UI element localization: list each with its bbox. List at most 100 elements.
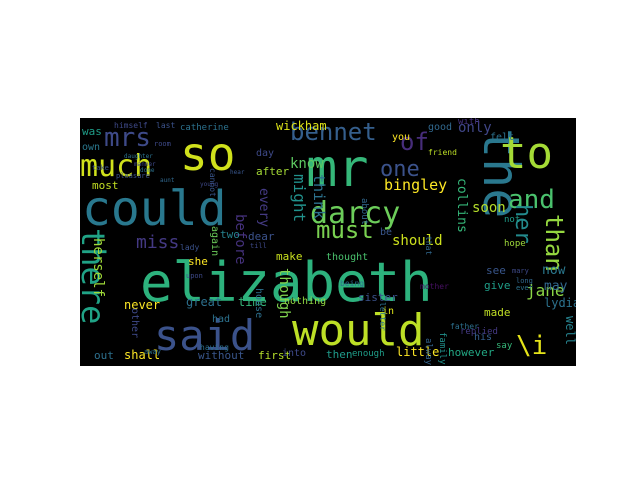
word-friend: friend (428, 148, 457, 157)
word-bennet: bennet (290, 118, 377, 146)
word-be: be (380, 227, 392, 238)
word-know: know (290, 156, 324, 172)
word-see: see (486, 264, 506, 277)
word-never: never (124, 298, 160, 312)
word-aunt: aunt (160, 177, 175, 184)
word-though: though (276, 268, 292, 319)
word-pleasure: pleasure (116, 172, 150, 180)
word-having: having (200, 343, 229, 352)
word-her: her (510, 204, 535, 244)
word-think: think (310, 174, 328, 219)
word-out: out (94, 349, 114, 362)
word-jane: jane (526, 281, 565, 300)
word-father: father (450, 322, 479, 331)
word-thought: thought (326, 252, 368, 263)
word-had: had (212, 314, 230, 325)
word-good: good (428, 122, 452, 133)
word-hear: hear (230, 169, 245, 176)
word-now: now (542, 263, 566, 278)
word-of: of (400, 128, 429, 156)
word-i: \i (516, 331, 547, 361)
word-always: always (423, 338, 433, 366)
word-away: away (144, 348, 161, 356)
word-wickham: wickham (276, 119, 327, 133)
word-only: only (458, 120, 492, 136)
word-letter: letter (378, 302, 387, 331)
word-lady: lady (180, 243, 199, 252)
word-not: not (504, 215, 520, 225)
word-house: house (253, 288, 264, 318)
word-time: time (238, 295, 267, 309)
word-room: room (154, 140, 171, 148)
word-would: would (292, 305, 424, 356)
word-collins: collins (454, 178, 469, 233)
word-every: every (256, 188, 271, 227)
word-said: said (154, 311, 255, 360)
word-may: may (544, 279, 568, 294)
word-first: first (258, 349, 291, 362)
word-bingley: bingley (384, 176, 447, 194)
word-the: the (472, 128, 530, 218)
word-and: and (508, 185, 555, 215)
word-last: last (156, 121, 175, 130)
word-his: his (474, 332, 492, 343)
word-then: then (326, 348, 353, 361)
word-two: two (220, 228, 240, 241)
word-must: must (316, 216, 374, 244)
word-lydia: lydia (544, 296, 576, 310)
word-catherine: catherine (180, 123, 229, 133)
word-other: other (129, 308, 140, 338)
word-upon: upon (186, 272, 203, 280)
word-make: make (276, 250, 303, 263)
word-made: made (484, 306, 511, 319)
word-mother: mother (420, 282, 449, 291)
word-than: than (540, 214, 568, 272)
word-most: most (92, 179, 119, 192)
word-give: give (484, 279, 511, 292)
word-there: there (80, 228, 112, 324)
word-enough: enough (352, 349, 385, 359)
word-young: young (200, 181, 218, 188)
word-dear: dear (248, 230, 275, 243)
word-could: could (82, 181, 227, 237)
word-should: should (392, 233, 443, 249)
word-long: long (516, 277, 533, 285)
word-much: much (80, 149, 152, 184)
word-miss: miss (136, 232, 179, 253)
word-so: so (180, 127, 235, 181)
word-till: till (250, 242, 267, 250)
word-daughter: daughter (124, 153, 153, 160)
word-family: family (437, 332, 447, 365)
word-manner: manner (134, 161, 156, 168)
word-herself: herself (90, 238, 106, 297)
word-cannot: cannot (208, 168, 217, 197)
word-cloud: elizabeth would could mr so the said to darcy muc… (80, 118, 576, 366)
word-to: to (500, 128, 553, 179)
word-one: one (380, 157, 420, 182)
word-without: without (198, 349, 244, 362)
word-might: might (290, 174, 309, 222)
word-soon: soon (472, 200, 506, 216)
word-again: again (209, 226, 220, 256)
word-she: she (188, 255, 208, 268)
word-felt: felt (490, 132, 514, 143)
word-mary: mary (512, 267, 529, 275)
word-done: done (140, 167, 155, 174)
word-sister: sister (358, 291, 398, 304)
word-about: about (359, 198, 369, 225)
word-say: say (496, 341, 513, 351)
word-mrs: mrs (104, 123, 151, 153)
word-take: take (92, 164, 109, 172)
word-darcy: darcy (310, 196, 400, 231)
word-well: well (563, 316, 576, 345)
word-with: with (458, 118, 480, 127)
word-before: before (232, 214, 248, 265)
word-into: into (282, 348, 306, 359)
word-mr: mr (306, 139, 369, 199)
word-elizabeth: elizabeth (140, 251, 433, 314)
word-after: after (256, 165, 289, 178)
word-however: however (448, 346, 495, 359)
word-you: you (392, 132, 410, 143)
word-nothing: nothing (284, 296, 326, 307)
